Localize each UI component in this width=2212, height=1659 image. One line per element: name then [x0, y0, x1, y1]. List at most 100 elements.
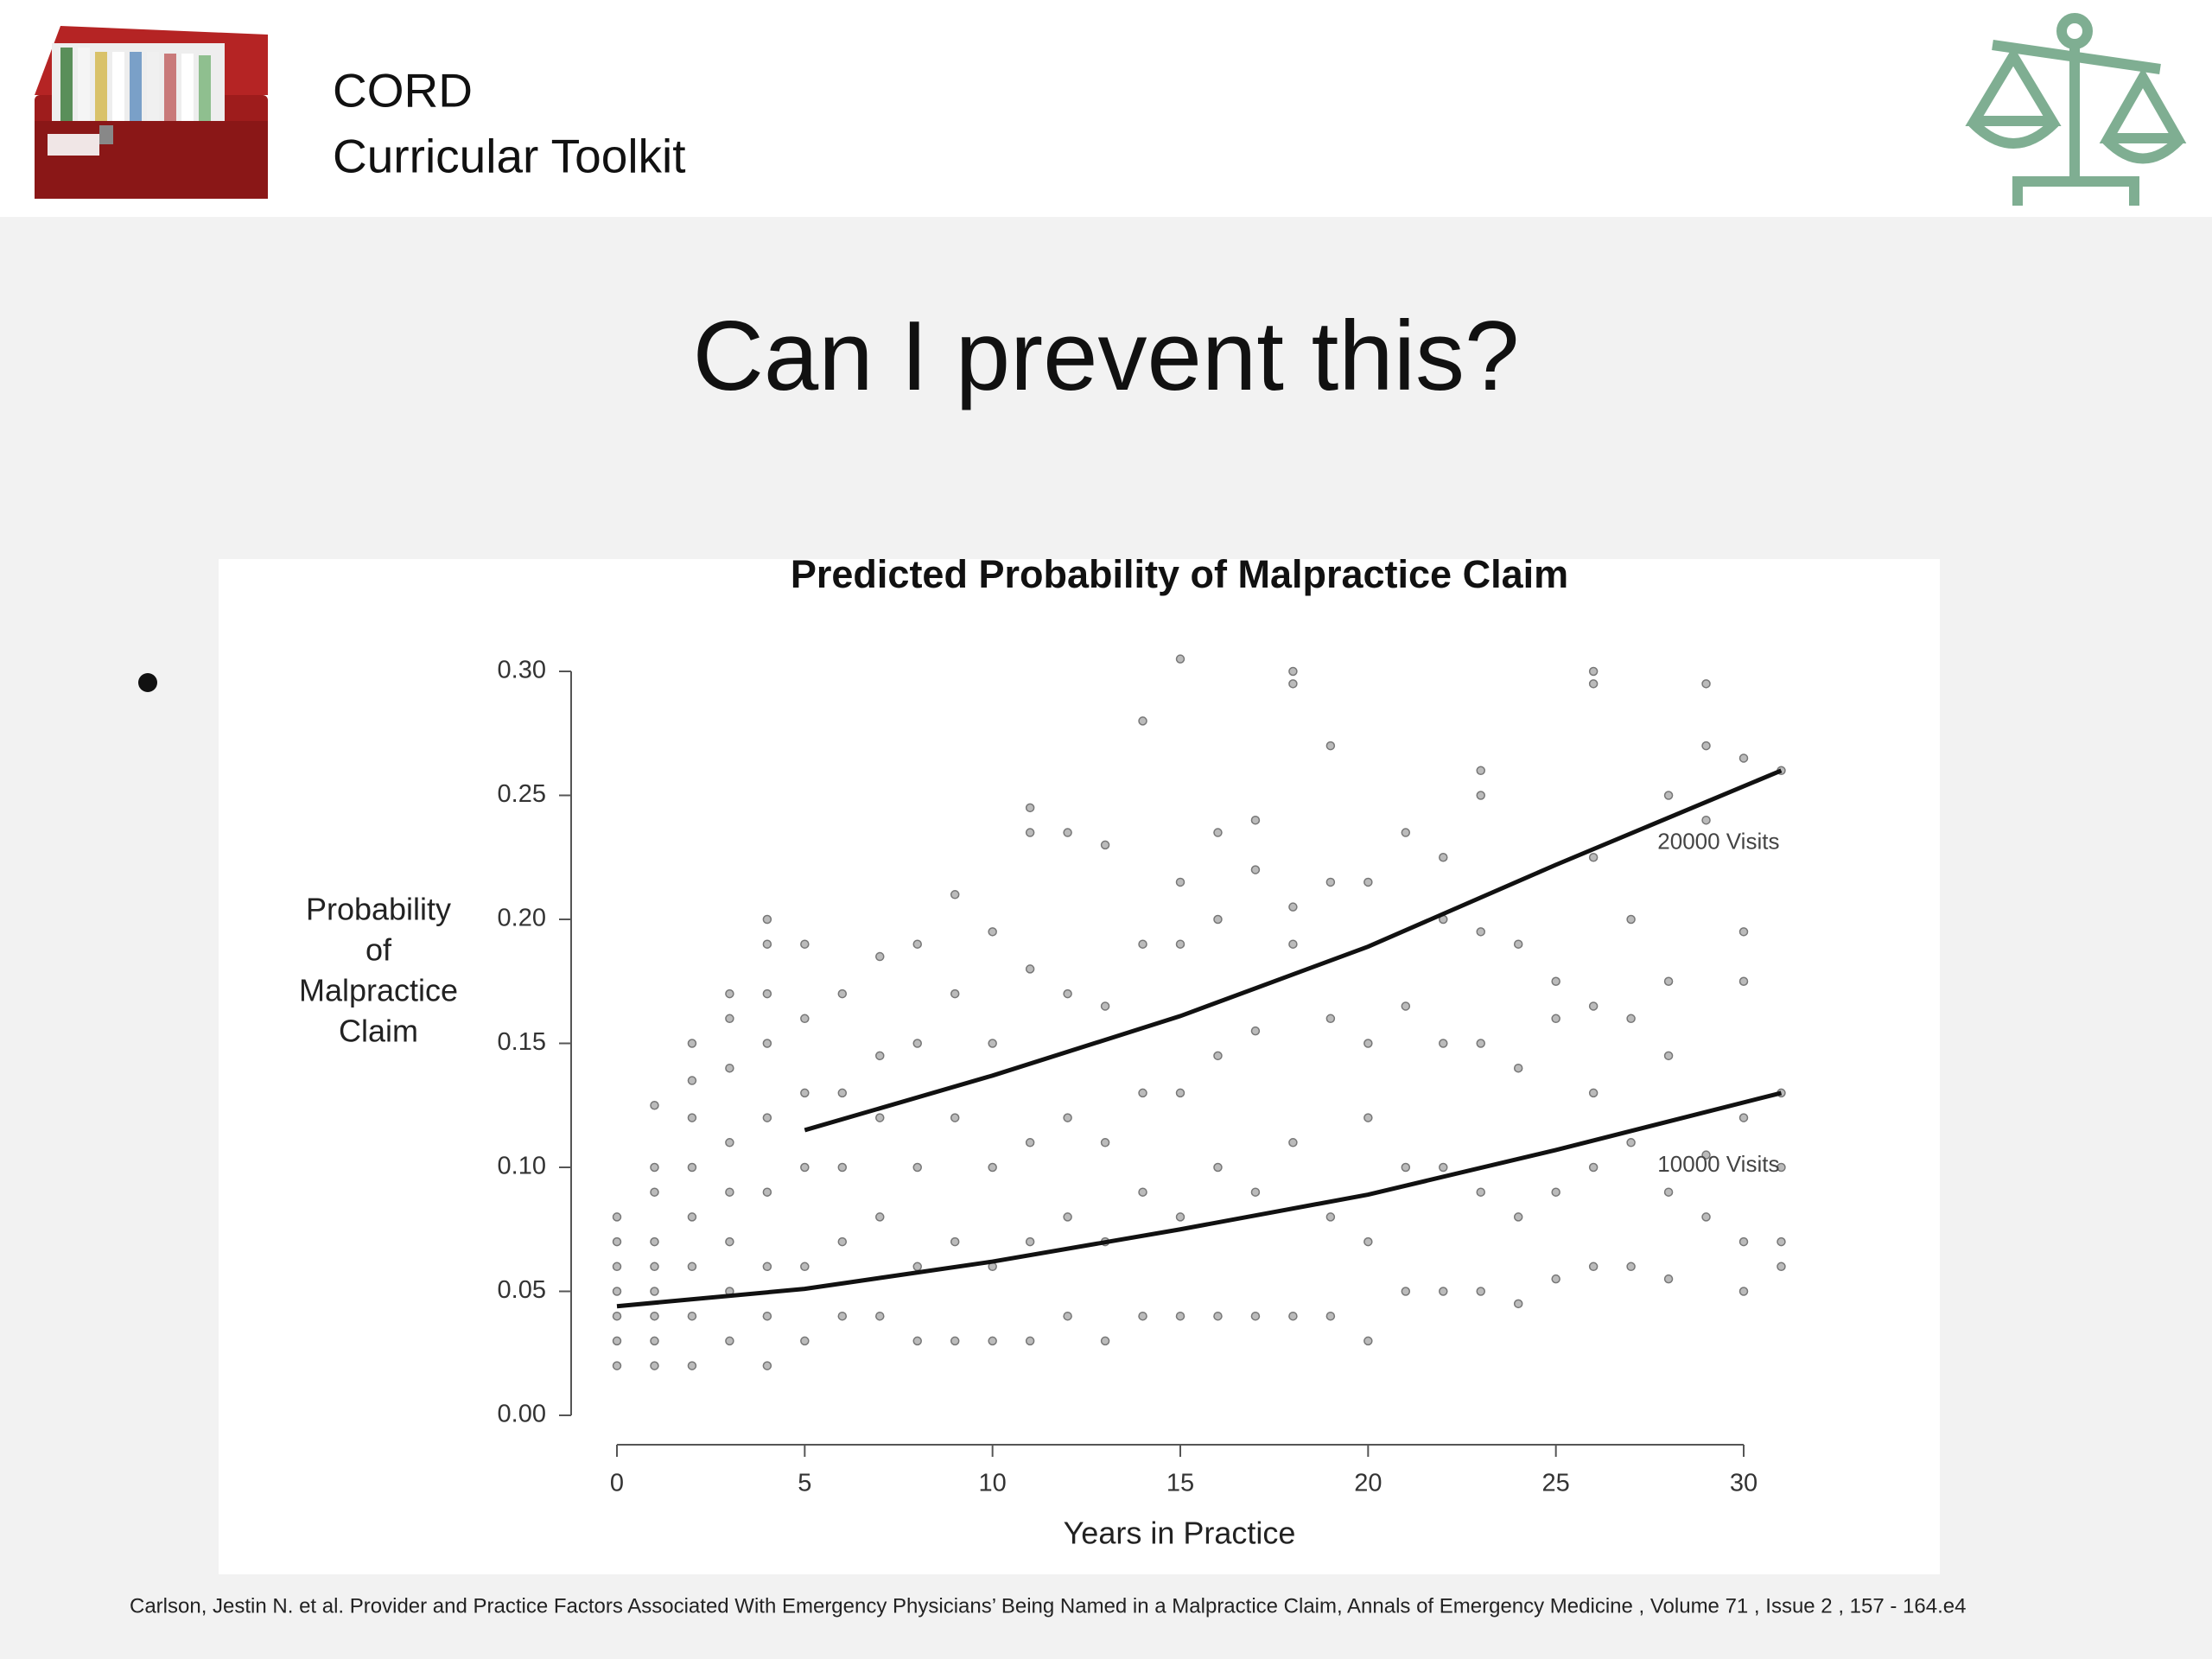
scatter-point [1551, 976, 1560, 986]
scatter-point [1476, 766, 1485, 776]
scatter-point [950, 1336, 960, 1346]
scatter-point [725, 1014, 734, 1024]
scatter-point [837, 1311, 848, 1321]
scatter-point [1626, 914, 1636, 925]
scatter-point [1325, 1014, 1336, 1024]
y-tick-label: 0.15 [498, 1028, 546, 1056]
scatter-point [1213, 1311, 1223, 1321]
y-tick-label: 0.00 [498, 1401, 546, 1428]
scatter-point [1288, 1138, 1298, 1147]
scatter-point [1701, 1212, 1711, 1222]
scatter-point [1588, 853, 1599, 862]
scatter-point [800, 939, 810, 949]
scatter-point [1401, 1287, 1411, 1296]
scatter-point [1100, 1138, 1110, 1147]
citation: Carlson, Jestin N. et al. Provider and P… [130, 1594, 1966, 1618]
scatter-point [650, 1187, 659, 1197]
scatter-point [1288, 1311, 1298, 1321]
x-tick-label: 10 [979, 1470, 1007, 1497]
scatter-point [1626, 1262, 1636, 1272]
y-tick-label: 0.05 [498, 1276, 546, 1304]
scatter-point [837, 988, 848, 999]
chart: Predicted Probability of Malpractice Cla… [219, 552, 1940, 1574]
x-tick-label: 0 [610, 1470, 624, 1497]
scatter-point [612, 1262, 622, 1272]
scatter-point [1025, 1336, 1035, 1346]
scatter-point [762, 1039, 772, 1048]
scatter-point [725, 1236, 734, 1247]
scatter-point [1588, 1001, 1599, 1011]
scatter-point [1325, 877, 1336, 887]
bullet [138, 673, 157, 692]
scatter-point [1588, 1162, 1599, 1173]
scatter-point [1025, 1236, 1035, 1247]
scatter-point [800, 1336, 810, 1346]
scatter-point [650, 1287, 659, 1296]
y-axis-label: Probability [306, 892, 451, 927]
scatter-point [800, 1014, 810, 1024]
scatter-point [687, 1039, 697, 1048]
scatter-point [1250, 865, 1261, 874]
scatter-point [1288, 679, 1298, 689]
scatter-point [725, 1336, 734, 1346]
scatter-point [650, 1236, 659, 1247]
series-label: 10000 Visits [1657, 1151, 1779, 1177]
y-axis-label: of [365, 932, 392, 968]
scatter-point [1476, 791, 1485, 800]
scatter-point [650, 1101, 659, 1110]
x-tick-label: 30 [1730, 1470, 1758, 1497]
trend-line [804, 768, 1783, 1133]
scatter-point [837, 1236, 848, 1247]
scatter-point [1401, 828, 1411, 837]
scatter-point [1701, 815, 1711, 825]
scatter-point [725, 1063, 734, 1073]
scatter-point [687, 1076, 697, 1085]
scatter-point [1476, 927, 1485, 937]
scatter-point [1663, 791, 1674, 800]
scatter-point [612, 1236, 622, 1247]
header-line2: Curricular Toolkit [333, 130, 686, 183]
scatter-point [1175, 654, 1185, 664]
scatter-point [1100, 1001, 1110, 1011]
scatter-point [1250, 1026, 1261, 1036]
scatter-point [687, 1361, 697, 1370]
scatter-point [1476, 1187, 1485, 1197]
scatter-point [1175, 877, 1185, 887]
scatter-point [875, 951, 885, 962]
scatter-point [1663, 1274, 1674, 1284]
scatter-point [762, 1187, 772, 1197]
scatter-point [800, 1088, 810, 1098]
scatter-point [950, 988, 960, 999]
scatter-point [988, 1039, 997, 1048]
scatter-point [1100, 1336, 1110, 1346]
scales-icon [1965, 13, 2187, 206]
scatter-point [1551, 1274, 1560, 1284]
scatter-point [687, 1262, 697, 1272]
scatter-point [1513, 1212, 1523, 1222]
scatter-point [800, 1162, 810, 1173]
scatter-point [1701, 741, 1711, 751]
scatter-point [612, 1212, 622, 1222]
scatter-point [1476, 1287, 1485, 1296]
scatter-point [1325, 1212, 1336, 1222]
scatter-point [912, 1039, 922, 1048]
scatter-point [1025, 964, 1035, 974]
scatter-point [1363, 877, 1373, 887]
scatter-point [1138, 716, 1147, 726]
scatter-point [1175, 1311, 1185, 1321]
scatter-point [1551, 1187, 1560, 1197]
scatter-point [1401, 1001, 1411, 1011]
chart-title: Predicted Probability of Malpractice Cla… [791, 552, 1568, 596]
scatter-point [1063, 1212, 1072, 1222]
scatter-point [837, 1088, 848, 1098]
y-tick-label: 0.10 [498, 1153, 546, 1180]
x-tick-label: 25 [1542, 1470, 1570, 1497]
scatter-point [1363, 1336, 1373, 1346]
scatter-point [1439, 1162, 1448, 1173]
scatter-point [800, 1262, 810, 1272]
scatter-point [1476, 1039, 1485, 1048]
chart-background [219, 559, 1940, 1574]
scatter-point [950, 1113, 960, 1122]
